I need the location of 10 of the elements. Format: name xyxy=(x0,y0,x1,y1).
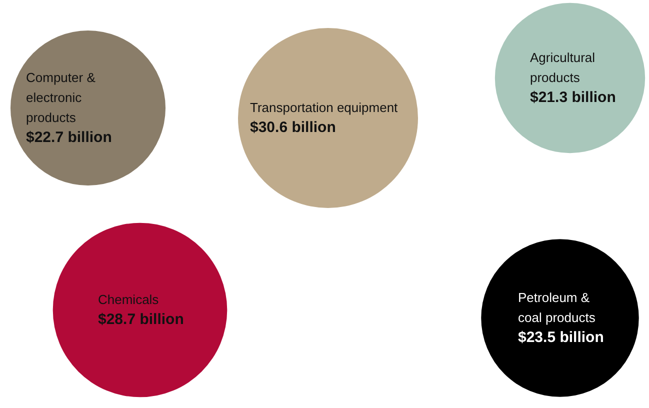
data-label: $28.7 billion xyxy=(98,311,184,328)
category-label: Computer & electronic products xyxy=(26,70,96,125)
data-label: $22.7 billion xyxy=(26,129,112,146)
category-label: Transportation equipment xyxy=(250,100,398,115)
category-label: Petroleum & coal products xyxy=(518,290,596,325)
data-label: $23.5 billion xyxy=(518,329,604,346)
data-label: $30.6 billion xyxy=(250,119,336,136)
data-label: $21.3 billion xyxy=(530,89,616,106)
category-label: Chemicals xyxy=(98,292,160,307)
category-label: Agricultural products xyxy=(530,50,596,85)
